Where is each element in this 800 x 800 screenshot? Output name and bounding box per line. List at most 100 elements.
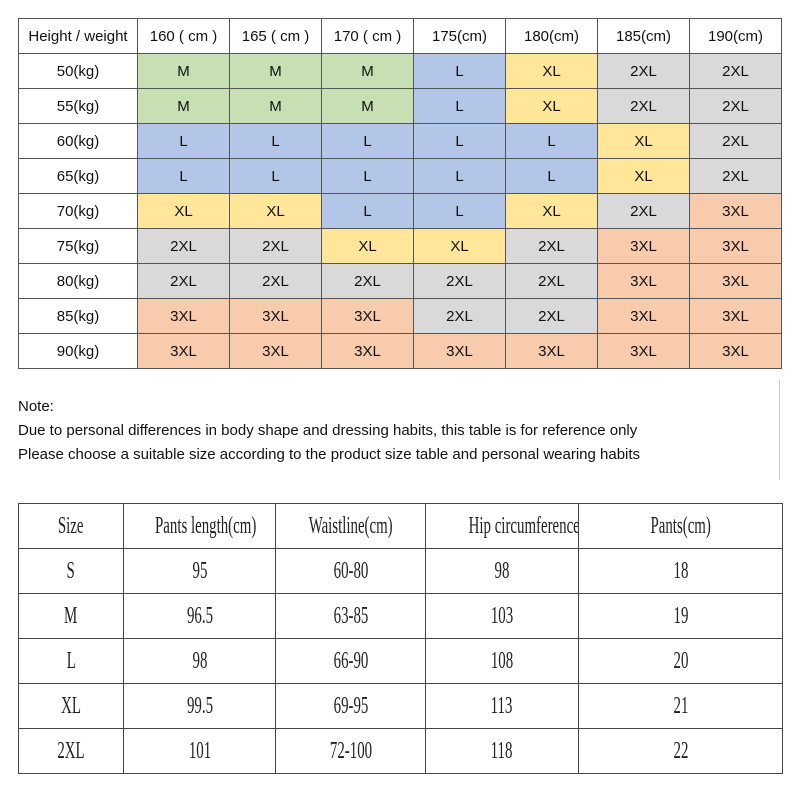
header-cell: 190(cm) bbox=[689, 18, 782, 54]
size-cell: L bbox=[413, 53, 506, 89]
cell-text: 22 bbox=[673, 737, 688, 764]
size-cell: 3XL bbox=[689, 263, 782, 299]
row: S 95 60-80 98 18 bbox=[18, 548, 783, 594]
cell: 96.5 bbox=[123, 593, 276, 639]
header-row: Size Pants length(cm) Waistline(cm) Hip cir… bbox=[18, 503, 783, 549]
size-cell: L bbox=[413, 123, 506, 159]
size-cell: M bbox=[321, 88, 414, 124]
row: 60(kg) L L L L L XL 2XL bbox=[18, 123, 782, 159]
row: 85(kg) 3XL 3XL 3XL 2XL 2XL 3XL 3XL bbox=[18, 298, 782, 334]
size-cell: 2XL bbox=[597, 53, 690, 89]
cell: 63-85 bbox=[275, 593, 426, 639]
cell: 98 bbox=[425, 548, 579, 594]
size-cell: 3XL bbox=[689, 333, 782, 369]
cell: XL bbox=[18, 683, 124, 729]
cell-text: 63-85 bbox=[333, 602, 368, 629]
size-cell: L bbox=[413, 193, 506, 229]
cell-text: 113 bbox=[491, 692, 513, 719]
cell-text: M bbox=[64, 602, 78, 629]
size-cell: 2XL bbox=[229, 228, 322, 264]
row: 65(kg) L L L L L XL 2XL bbox=[18, 158, 782, 194]
size-cell: L bbox=[505, 158, 598, 194]
note-line: Note: bbox=[18, 398, 54, 415]
size-cell: L bbox=[505, 123, 598, 159]
header-text: Waistline(cm) bbox=[308, 512, 393, 539]
size-cell: M bbox=[137, 88, 230, 124]
cell-text: 101 bbox=[188, 737, 211, 764]
cell: M bbox=[18, 593, 124, 639]
header-cell: Height / weight bbox=[18, 18, 138, 54]
cell-text: 60-80 bbox=[333, 557, 368, 584]
size-cell: XL bbox=[505, 88, 598, 124]
header-text: Pants(cm) bbox=[650, 512, 711, 539]
size-cell: 3XL bbox=[229, 333, 322, 369]
cell: 99.5 bbox=[123, 683, 276, 729]
weight-cell: 55(kg) bbox=[18, 88, 138, 124]
header-cell: Pants length(cm) bbox=[123, 503, 276, 549]
size-cell: L bbox=[229, 123, 322, 159]
weight-cell: 60(kg) bbox=[18, 123, 138, 159]
size-cell: M bbox=[321, 53, 414, 89]
size-cell: L bbox=[137, 158, 230, 194]
cell-text: 19 bbox=[673, 602, 688, 629]
size-cell: 2XL bbox=[505, 298, 598, 334]
size-cell: XL bbox=[505, 193, 598, 229]
cell-text: 98 bbox=[494, 557, 510, 584]
cell: 98 bbox=[123, 638, 276, 684]
cell: 21 bbox=[578, 683, 783, 729]
size-cell: 3XL bbox=[597, 263, 690, 299]
cell: 113 bbox=[425, 683, 579, 729]
size-cell: 3XL bbox=[689, 228, 782, 264]
header-cell: Pants(cm) bbox=[578, 503, 783, 549]
header-cell: 185(cm) bbox=[597, 18, 690, 54]
size-cell: 2XL bbox=[413, 263, 506, 299]
cell: 20 bbox=[578, 638, 783, 684]
size-cell: 2XL bbox=[689, 158, 782, 194]
size-cell: 2XL bbox=[689, 123, 782, 159]
header-cell: 160 ( cm ) bbox=[137, 18, 230, 54]
cell: 19 bbox=[578, 593, 783, 639]
size-cell: 3XL bbox=[505, 333, 598, 369]
size-cell: 3XL bbox=[689, 298, 782, 334]
cell: 69-95 bbox=[275, 683, 426, 729]
cell-text: 21 bbox=[673, 692, 688, 719]
size-cell: 2XL bbox=[689, 53, 782, 89]
cell: 95 bbox=[123, 548, 276, 594]
weight-cell: 85(kg) bbox=[18, 298, 138, 334]
cell-text: 72-100 bbox=[329, 737, 372, 764]
header-cell: Waistline(cm) bbox=[275, 503, 426, 549]
weight-cell: 75(kg) bbox=[18, 228, 138, 264]
cell-text: S bbox=[66, 557, 76, 584]
cell-text: L bbox=[66, 647, 76, 674]
cell-text: 69-95 bbox=[333, 692, 368, 719]
size-cell: 2XL bbox=[505, 228, 598, 264]
cell-text: 118 bbox=[491, 737, 513, 764]
note-line: Due to personal differences in body shap… bbox=[18, 422, 638, 439]
cell: 103 bbox=[425, 593, 579, 639]
row: 90(kg) 3XL 3XL 3XL 3XL 3XL 3XL 3XL bbox=[18, 333, 782, 369]
size-cell: 3XL bbox=[597, 228, 690, 264]
size-cell: 3XL bbox=[321, 333, 414, 369]
size-cell: 3XL bbox=[137, 298, 230, 334]
cell-text: 20 bbox=[673, 647, 688, 674]
cell: 22 bbox=[578, 728, 783, 774]
size-cell: 3XL bbox=[597, 298, 690, 334]
cell: 18 bbox=[578, 548, 783, 594]
size-cell: 3XL bbox=[229, 298, 322, 334]
cell-text: 66-90 bbox=[333, 647, 368, 674]
cell-text: XL bbox=[61, 692, 81, 719]
cell-text: 103 bbox=[490, 602, 514, 629]
size-cell: XL bbox=[505, 53, 598, 89]
header-cell: Hip circumference(cm) bbox=[425, 503, 579, 549]
row: 70(kg) XL XL L L XL 2XL 3XL bbox=[18, 193, 782, 229]
size-cell: XL bbox=[137, 193, 230, 229]
row: 75(kg) 2XL 2XL XL XL 2XL 3XL 3XL bbox=[18, 228, 782, 264]
size-cell: M bbox=[229, 88, 322, 124]
header-row: Height / weight 160 ( cm ) 165 ( cm ) 170 (… bbox=[18, 18, 782, 54]
size-cell: L bbox=[321, 123, 414, 159]
cell-text: 96.5 bbox=[186, 602, 213, 629]
size-cell: L bbox=[229, 158, 322, 194]
cell: 2XL bbox=[18, 728, 124, 774]
size-cell: XL bbox=[413, 228, 506, 264]
